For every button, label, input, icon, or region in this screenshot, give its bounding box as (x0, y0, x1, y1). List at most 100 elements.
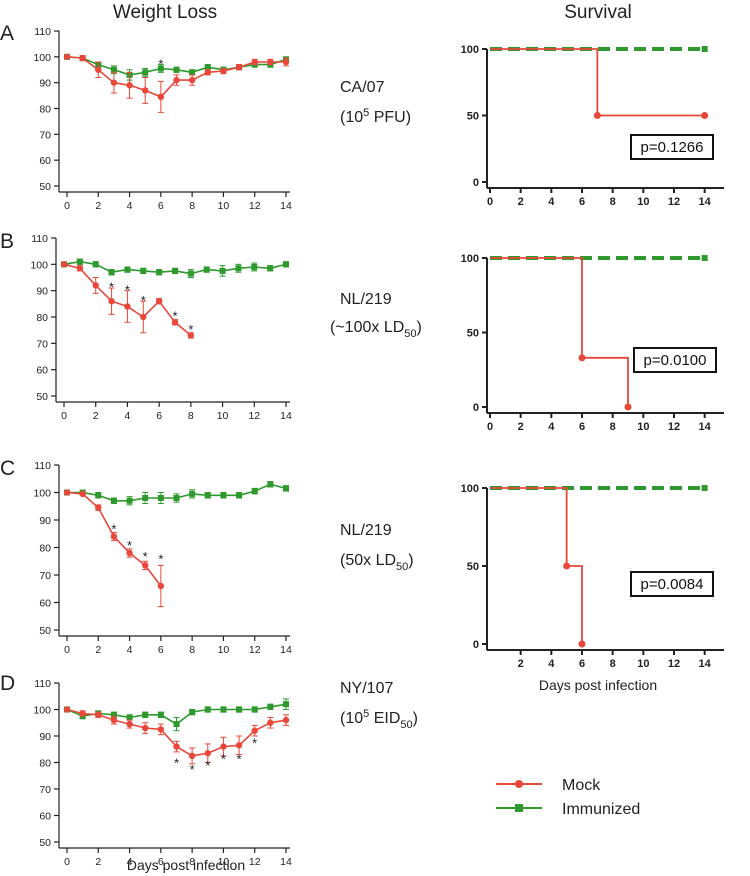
y-tick-label: 60 (39, 155, 51, 167)
data-point (110, 79, 118, 86)
y-tick-label: 100 (461, 253, 479, 265)
data-point (220, 706, 227, 713)
dose-label: (50x LD50) (340, 552, 414, 573)
y-tick-label: 90 (39, 515, 51, 527)
x-tick-label: 8 (189, 856, 195, 868)
significance-star: * (190, 762, 195, 777)
x-tick-label: 12 (248, 410, 260, 422)
data-point (189, 69, 196, 76)
data-point (188, 76, 196, 84)
x-tick-label: 6 (158, 200, 164, 212)
data-point (140, 313, 147, 321)
data-point (251, 58, 258, 66)
data-point (267, 703, 274, 710)
title-survival: Survival (564, 2, 632, 23)
data-point (110, 497, 117, 504)
data-point (142, 495, 149, 501)
data-point (157, 65, 164, 72)
y-tick-label: 100 (33, 52, 51, 64)
y-tick-label: 100 (33, 705, 51, 717)
series-mock (490, 48, 705, 117)
x-tick-label: 14 (699, 658, 712, 670)
data-point (76, 265, 84, 272)
dose-label: (105 PFU) (340, 107, 411, 126)
series-immunized (64, 481, 289, 506)
strain-label: NL/219 (340, 291, 392, 308)
data-point (142, 87, 149, 94)
x-tick-label: 12 (668, 196, 680, 208)
label-row-c: NL/219 (50x LD50) (340, 522, 414, 573)
y-tick-label: 60 (39, 811, 51, 823)
y-tick-label: 110 (34, 678, 51, 690)
data-point (173, 743, 180, 750)
strain-label: NY/107 (340, 680, 393, 697)
data-point (92, 282, 99, 289)
data-point (142, 724, 149, 732)
survival-chart-a: 0 50 100 0 2 4 6 8 10 12 14 p=0.1266 (461, 44, 724, 208)
data-point (173, 495, 180, 501)
x-tick-label: 14 (699, 196, 712, 208)
y-tick-label: 50 (467, 328, 479, 340)
data-point (108, 269, 115, 276)
x-tick-label: 10 (637, 658, 649, 670)
x-tick-label: 10 (218, 644, 230, 656)
data-point-mock (578, 640, 586, 648)
y-tick-label: 90 (39, 78, 51, 90)
y-tick-label: 50 (467, 111, 479, 123)
x-tick-label: 6 (579, 421, 585, 433)
x-tick-label: 2 (518, 196, 524, 208)
p-value-box (630, 571, 714, 597)
data-point (173, 66, 180, 73)
significance-star: * (158, 56, 163, 71)
strain-label: NL/219 (340, 522, 392, 539)
x-tick-label: 4 (125, 410, 131, 422)
y-tick-label: 70 (36, 338, 48, 350)
x-tick-label: 0 (64, 856, 70, 868)
weight-chart-c: 50 60 70 80 90 100 110 0 2 4 6 8 10 12 14 * * * * (33, 460, 292, 656)
y-tick-label: 100 (33, 488, 51, 500)
panel-label-c: C (0, 457, 15, 480)
x-tick-label: 4 (548, 658, 555, 670)
y-tick-label: 100 (30, 259, 48, 271)
y-tick-label: 80 (36, 312, 48, 324)
y-tick-label: 50 (36, 391, 48, 403)
data-point (157, 495, 164, 501)
x-tick-label: 8 (188, 410, 194, 422)
data-point (126, 714, 133, 721)
data-point (79, 710, 86, 717)
significance-star: * (158, 552, 163, 567)
data-point (251, 263, 258, 270)
x-tick-label: 8 (610, 658, 616, 670)
data-point-immunized (701, 46, 708, 52)
x-tick-label: 2 (518, 421, 524, 433)
y-tick-label: 80 (39, 543, 51, 555)
data-point (126, 497, 133, 504)
strain-label: CA/07 (340, 79, 385, 96)
x-tick-label: 0 (487, 421, 493, 433)
survival-chart-c: 0 50 100 2 4 6 8 10 12 14 p=0.0084 (461, 483, 724, 670)
dose-label: (105 EID50) (340, 708, 418, 731)
data-point (171, 319, 179, 326)
data-point (204, 706, 211, 713)
x-tick-label: 8 (610, 196, 616, 208)
x-tick-label: 14 (280, 856, 292, 868)
significance-star: * (111, 521, 116, 536)
x-tick-label: 14 (699, 421, 712, 433)
significance-star: * (174, 756, 179, 771)
series-mock (60, 261, 195, 339)
data-point (157, 93, 165, 101)
weight-chart-a: 50 60 70 80 90 100 110 0 2 4 6 8 10 12 14 * (33, 26, 292, 212)
data-point (172, 267, 178, 274)
data-point (95, 504, 102, 511)
data-point (124, 303, 131, 310)
x-tick-label: 12 (249, 200, 261, 212)
data-point (92, 261, 99, 268)
x-tick-label: 6 (158, 856, 164, 868)
significance-star: * (127, 538, 132, 553)
significance-star: * (172, 309, 177, 324)
y-tick-label: 70 (39, 570, 51, 582)
data-point (203, 266, 210, 273)
x-tick-label: 0 (64, 644, 70, 656)
data-point (142, 69, 149, 76)
data-point (126, 549, 133, 557)
